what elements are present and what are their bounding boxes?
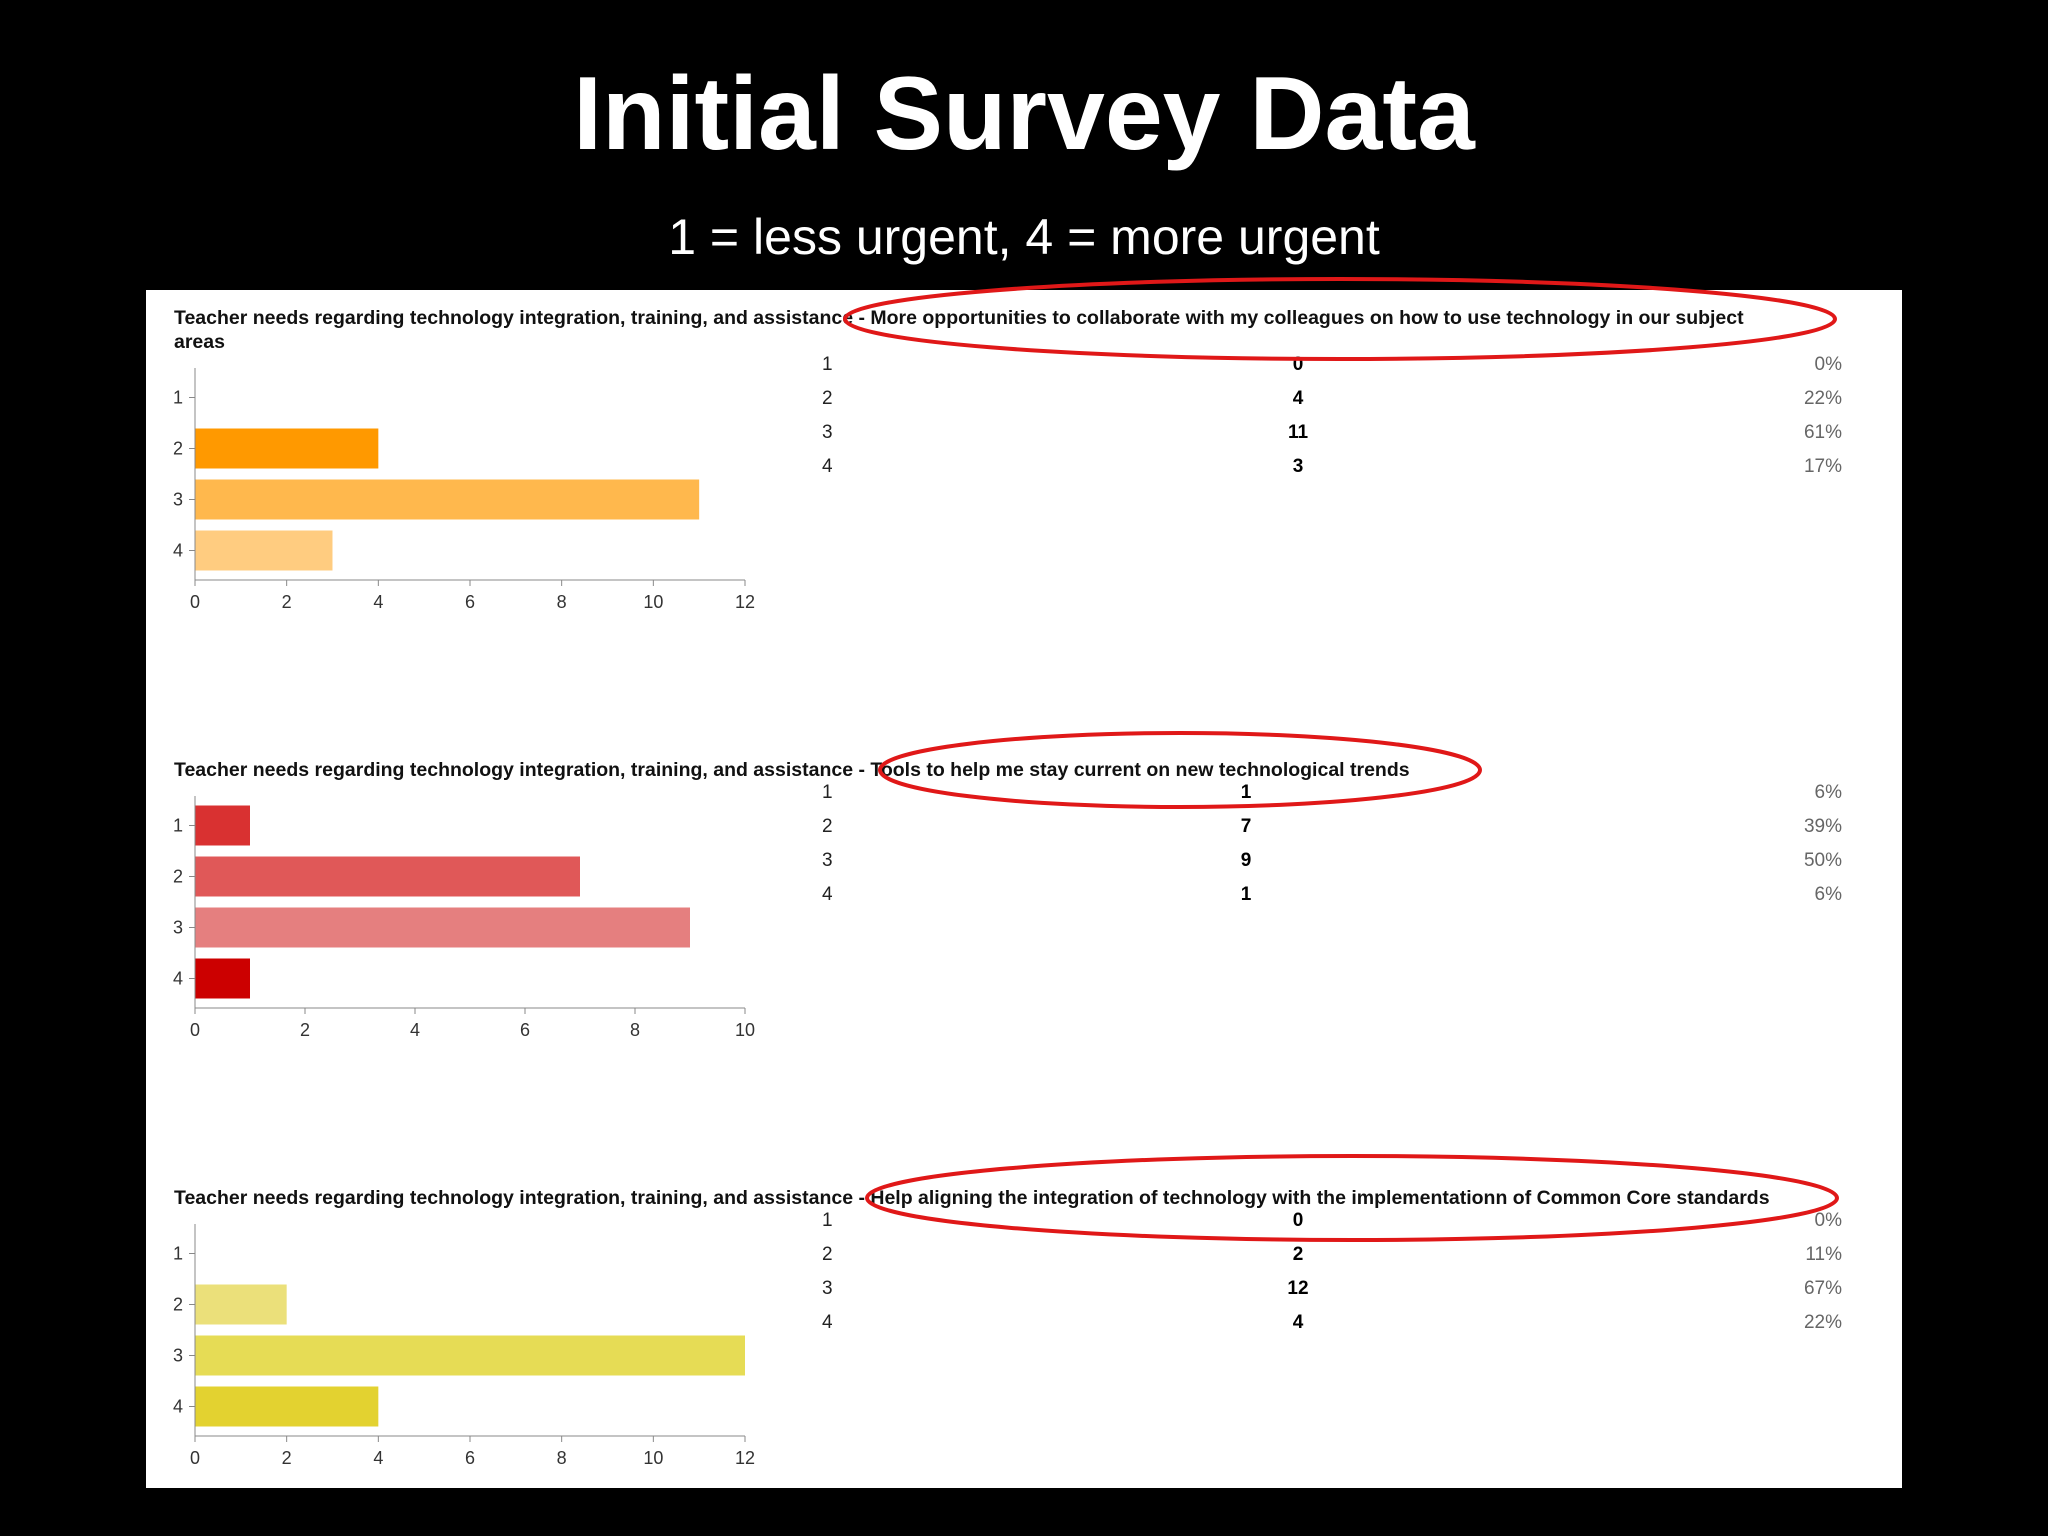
bar-3 bbox=[195, 907, 690, 948]
table-percent: 22% bbox=[1803, 388, 1842, 409]
table-category: 4 bbox=[822, 1312, 833, 1333]
table-count: 2 bbox=[1292, 1244, 1304, 1265]
x-tick-label: 2 bbox=[300, 1020, 310, 1040]
x-tick-label: 8 bbox=[630, 1020, 640, 1040]
y-tick-label: 4 bbox=[173, 969, 183, 989]
table-percent: 11% bbox=[1805, 1244, 1842, 1265]
question-title-continuation: areas bbox=[174, 331, 225, 353]
table-category: 4 bbox=[822, 456, 833, 477]
table-percent: 0% bbox=[1814, 354, 1842, 375]
x-tick-label: 4 bbox=[373, 592, 383, 612]
table-percent: 50% bbox=[1803, 850, 1842, 871]
bar-4 bbox=[195, 958, 250, 999]
table-count: 1 bbox=[1240, 782, 1252, 803]
y-tick-label: 4 bbox=[173, 1397, 183, 1417]
bar-4 bbox=[195, 1386, 379, 1427]
y-tick-label: 2 bbox=[173, 867, 183, 887]
table-percent: 61% bbox=[1803, 422, 1842, 443]
x-tick-label: 4 bbox=[373, 1448, 383, 1468]
x-tick-label: 10 bbox=[643, 592, 663, 612]
table-count: 4 bbox=[1292, 388, 1304, 409]
bar-2 bbox=[195, 856, 580, 897]
table-percent: 0% bbox=[1814, 1210, 1842, 1231]
table-count: 0 bbox=[1292, 354, 1304, 375]
x-tick-label: 6 bbox=[465, 592, 475, 612]
question-title: Teacher needs regarding technology integ… bbox=[174, 758, 1410, 782]
table-category: 1 bbox=[822, 1210, 833, 1231]
question-title-text: Teacher needs regarding technology integ… bbox=[174, 759, 1410, 781]
table-category: 2 bbox=[822, 816, 833, 837]
y-tick-label: 4 bbox=[173, 541, 183, 561]
table-percent: 6% bbox=[1814, 884, 1842, 905]
x-tick-label: 8 bbox=[557, 592, 567, 612]
x-tick-label: 4 bbox=[410, 1020, 420, 1040]
table-percent: 67% bbox=[1803, 1278, 1842, 1299]
question-title: Teacher needs regarding technology integ… bbox=[174, 306, 1744, 354]
y-tick-label: 1 bbox=[173, 1244, 183, 1264]
table-count: 0 bbox=[1292, 1210, 1304, 1231]
question-title-text: Teacher needs regarding technology integ… bbox=[174, 1187, 1770, 1209]
y-tick-label: 1 bbox=[173, 388, 183, 408]
bar-2 bbox=[195, 1284, 287, 1325]
table-category: 1 bbox=[822, 354, 833, 375]
y-tick-label: 3 bbox=[173, 1346, 183, 1366]
y-tick-label: 2 bbox=[173, 439, 183, 459]
y-tick-label: 3 bbox=[173, 490, 183, 510]
question-title: Teacher needs regarding technology integ… bbox=[174, 1186, 1770, 1210]
question-title-text: Teacher needs regarding technology integ… bbox=[174, 307, 1744, 329]
table-category: 3 bbox=[822, 1278, 833, 1299]
x-tick-label: 2 bbox=[282, 1448, 292, 1468]
bar-3 bbox=[195, 479, 700, 520]
bar-2 bbox=[195, 428, 379, 469]
table-percent: 6% bbox=[1814, 782, 1842, 803]
y-tick-label: 2 bbox=[173, 1295, 183, 1315]
table-count: 7 bbox=[1240, 816, 1252, 837]
table-count: 3 bbox=[1292, 456, 1304, 477]
bar-4 bbox=[195, 530, 333, 571]
x-tick-label: 12 bbox=[735, 1448, 755, 1468]
x-tick-label: 0 bbox=[190, 1020, 200, 1040]
x-tick-label: 6 bbox=[465, 1448, 475, 1468]
table-category: 3 bbox=[822, 422, 833, 443]
table-percent: 39% bbox=[1803, 816, 1842, 837]
x-tick-label: 2 bbox=[282, 592, 292, 612]
x-tick-label: 12 bbox=[735, 592, 755, 612]
x-tick-label: 8 bbox=[557, 1448, 567, 1468]
bar-1 bbox=[195, 805, 250, 846]
table-category: 4 bbox=[822, 884, 833, 905]
x-tick-label: 10 bbox=[735, 1020, 755, 1040]
table-count: 1 bbox=[1240, 884, 1252, 905]
bar-3 bbox=[195, 1335, 745, 1376]
table-percent: 17% bbox=[1803, 456, 1842, 477]
table-category: 2 bbox=[822, 388, 833, 409]
table-count: 9 bbox=[1240, 850, 1252, 871]
table-category: 1 bbox=[822, 782, 833, 803]
slide-subtitle: 1 = less urgent, 4 = more urgent bbox=[668, 209, 1380, 265]
x-tick-label: 10 bbox=[643, 1448, 663, 1468]
table-category: 2 bbox=[822, 1244, 833, 1265]
table-count: 11 bbox=[1287, 422, 1309, 443]
table-count: 4 bbox=[1292, 1312, 1304, 1333]
x-tick-label: 0 bbox=[190, 1448, 200, 1468]
table-count: 12 bbox=[1287, 1278, 1309, 1299]
bar-chart-2: 1 2 3 4 0 2 4 6 8 10 bbox=[173, 796, 755, 1040]
table-percent: 22% bbox=[1803, 1312, 1842, 1333]
table-category: 3 bbox=[822, 850, 833, 871]
y-tick-label: 1 bbox=[173, 816, 183, 836]
x-tick-label: 0 bbox=[190, 592, 200, 612]
y-tick-label: 3 bbox=[173, 918, 183, 938]
x-tick-label: 6 bbox=[520, 1020, 530, 1040]
slide-title: Initial Survey Data bbox=[573, 56, 1475, 172]
